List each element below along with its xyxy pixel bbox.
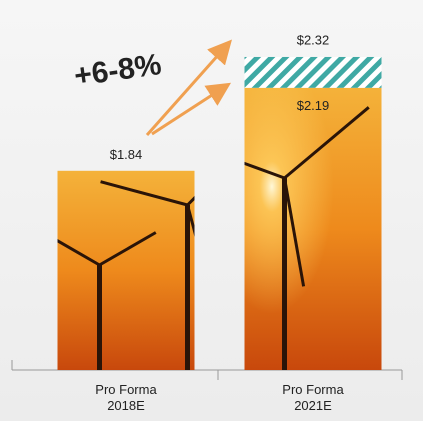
x-tick-label: Pro Forma 2021E	[273, 382, 353, 414]
arrow	[152, 86, 226, 134]
annotation: +6-8%	[72, 48, 163, 93]
chart-svg: +6-8% $1.84 $2.32 $2.19	[0, 0, 423, 421]
chart: +6-8% $1.84 $2.32 $2.19 Pro Forma 2018E Pro…	[0, 0, 423, 421]
value-label: $1.84	[110, 147, 143, 162]
x-tick-label: Pro Forma 2018E	[86, 382, 166, 414]
value-label: $2.19	[297, 98, 330, 113]
sun-glow	[245, 88, 382, 370]
high-value-label: $2.32	[297, 32, 330, 47]
turbine-blade	[188, 141, 252, 205]
range-bar	[245, 57, 382, 88]
bar-image	[181, 88, 381, 370]
